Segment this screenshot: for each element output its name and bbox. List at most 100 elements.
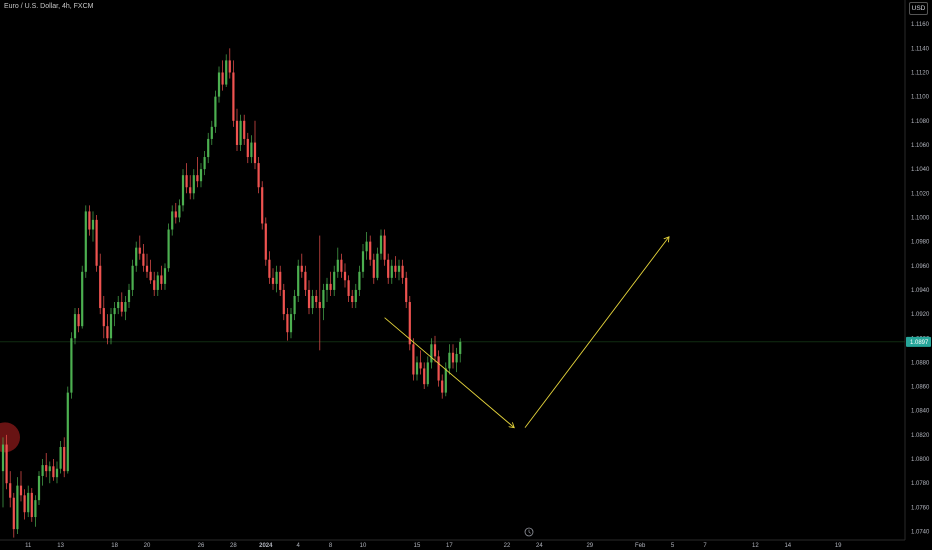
- candle-body: [91, 219, 95, 230]
- candle-body: [163, 268, 167, 284]
- candle-body: [322, 289, 325, 309]
- candle: [333, 265, 336, 296]
- time-tick-label: 5: [671, 543, 675, 549]
- candle-body: [441, 380, 444, 393]
- candle: [12, 492, 15, 538]
- candle: [430, 338, 433, 369]
- time-tick-label: 7: [703, 543, 707, 549]
- candle-body: [102, 308, 105, 327]
- candle-body: [185, 175, 188, 188]
- candle-body: [95, 219, 98, 266]
- candle-body: [304, 271, 307, 290]
- candle: [232, 60, 235, 127]
- candle: [340, 253, 343, 278]
- time-tick-label: 12: [752, 543, 759, 549]
- candle-body: [383, 235, 386, 260]
- candle-body: [156, 275, 159, 290]
- candle: [322, 283, 325, 321]
- candle-body: [451, 352, 455, 363]
- candle: [271, 268, 275, 290]
- candle-body: [365, 241, 368, 252]
- time-axis: 11 13 18 20 26 28 2024 4 8 10 15 17 22 24 29 Feb 5 7 12 14 1…: [25, 543, 842, 549]
- candle: [455, 347, 458, 373]
- candle: [361, 244, 365, 278]
- candle: [106, 314, 109, 345]
- time-tick-label: Feb: [635, 543, 646, 549]
- candle-body: [448, 352, 451, 369]
- candle: [405, 271, 408, 309]
- price-tick-label: 1.0760: [911, 505, 930, 511]
- candle-body: [52, 466, 55, 478]
- candle: [419, 350, 422, 375]
- candle-body: [361, 251, 365, 272]
- candle-body: [66, 392, 69, 472]
- candle-body: [1, 444, 5, 472]
- candle: [257, 157, 260, 194]
- price-tick-label: 1.0980: [911, 240, 930, 246]
- candle: [225, 54, 228, 87]
- candle: [52, 459, 55, 481]
- candle-body: [307, 289, 311, 309]
- candle: [120, 292, 123, 317]
- candle: [5, 434, 8, 490]
- candle: [81, 265, 84, 329]
- candle-body: [333, 271, 336, 290]
- price-tick-label: 1.1000: [911, 215, 930, 221]
- candle: [275, 265, 278, 293]
- candle: [95, 215, 98, 272]
- candle-body: [153, 280, 156, 290]
- candle: [138, 235, 141, 260]
- candle: [372, 253, 375, 284]
- time-tick-label: 4: [297, 543, 301, 549]
- candle-body: [181, 175, 185, 206]
- candle-body: [228, 60, 231, 73]
- candle: [221, 60, 224, 91]
- candle: [246, 132, 249, 164]
- candle-body: [199, 169, 203, 182]
- candle-body: [225, 60, 228, 85]
- candle-body: [127, 289, 131, 303]
- candle-body: [336, 259, 339, 272]
- candle: [311, 289, 314, 315]
- candle: [448, 344, 451, 375]
- candle-body: [23, 495, 26, 513]
- time-tick-label: 14: [784, 543, 791, 549]
- currency-button[interactable]: USD: [909, 2, 928, 15]
- candle: [30, 488, 33, 522]
- candle-body: [271, 277, 275, 284]
- candle: [412, 338, 415, 381]
- candle: [336, 247, 339, 278]
- candle: [358, 265, 361, 296]
- candle-body: [261, 187, 264, 224]
- candle: [70, 332, 73, 399]
- candle: [354, 283, 357, 309]
- candle: [235, 108, 239, 152]
- candle-body: [9, 483, 12, 498]
- candle-body: [99, 265, 102, 309]
- candle-body: [401, 265, 404, 278]
- candle: [426, 356, 429, 387]
- candle-body: [45, 465, 48, 472]
- current-price-tag: 1.0897: [906, 336, 931, 347]
- candle: [149, 259, 152, 284]
- candle-body: [387, 259, 390, 278]
- candle: [23, 489, 26, 520]
- time-tick-label: 17: [446, 543, 453, 549]
- candle-body: [257, 163, 260, 188]
- candle-body: [117, 302, 120, 309]
- candle: [178, 199, 181, 223]
- time-tick-label: 13: [57, 543, 64, 549]
- time-tick-label: 15: [414, 543, 421, 549]
- candle: [124, 295, 127, 321]
- candle: [109, 308, 113, 345]
- candle-body: [149, 271, 152, 281]
- candle-body: [174, 211, 177, 218]
- candle-body: [430, 344, 433, 363]
- candle-body: [239, 120, 242, 145]
- candle-body: [19, 485, 23, 496]
- candle-body: [142, 253, 145, 266]
- candle: [59, 440, 62, 474]
- candle-body: [415, 362, 419, 375]
- timezone-icon[interactable]: [524, 527, 534, 537]
